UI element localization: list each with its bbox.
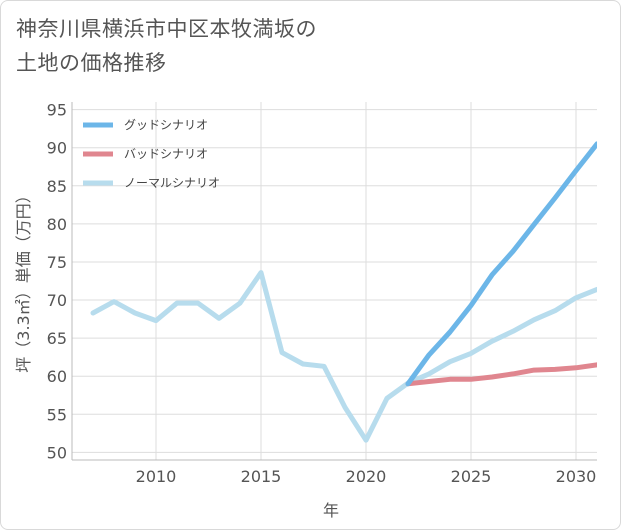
chart-title: 神奈川県横浜市中区本牧満坂の 土地の価格推移 xyxy=(16,12,317,80)
x-tick-label-2020: 2020 xyxy=(346,467,387,486)
series-line-3 xyxy=(90,270,597,443)
y-tick-label-50: 50 xyxy=(47,443,67,462)
x-tick-label-2025: 2025 xyxy=(451,467,492,486)
series-line-1 xyxy=(405,141,597,387)
series-lines xyxy=(90,141,597,443)
x-tick-label-2015: 2015 xyxy=(241,467,282,486)
series-line-2 xyxy=(405,362,597,387)
legend-label-3: ノーマルシナリオ xyxy=(124,176,220,190)
tick-labels: 50 55 60 65 70 75 80 85 90 95 2010 2015 2020 2025 2030 xyxy=(47,101,597,486)
y-tick-label-55: 55 xyxy=(47,405,67,424)
x-tick-label-2010: 2010 xyxy=(136,467,177,486)
y-tick-label-65: 65 xyxy=(47,329,67,348)
y-tick-label-85: 85 xyxy=(47,177,67,196)
x-tick-label-2030: 2030 xyxy=(556,467,597,486)
y-tick-label-90: 90 xyxy=(47,139,67,158)
x-axis-label: 年 xyxy=(322,501,340,520)
chart-title-line2: 土地の価格推移 xyxy=(16,51,167,75)
legend-label-2: バッドシナリオ xyxy=(124,147,208,161)
y-tick-label-95: 95 xyxy=(47,101,67,120)
axes xyxy=(71,102,597,461)
y-tick-label-60: 60 xyxy=(47,367,67,386)
y-tick-label-75: 75 xyxy=(47,253,67,272)
chart-title-line1: 神奈川県横浜市中区本牧満坂の xyxy=(16,17,317,41)
y-tick-label-80: 80 xyxy=(47,215,67,234)
legend-label-1: グッドシナリオ xyxy=(124,118,208,132)
y-axis-label: 坪（3.3㎡）単価（万円） xyxy=(14,187,33,373)
y-tick-label-70: 70 xyxy=(47,291,67,310)
